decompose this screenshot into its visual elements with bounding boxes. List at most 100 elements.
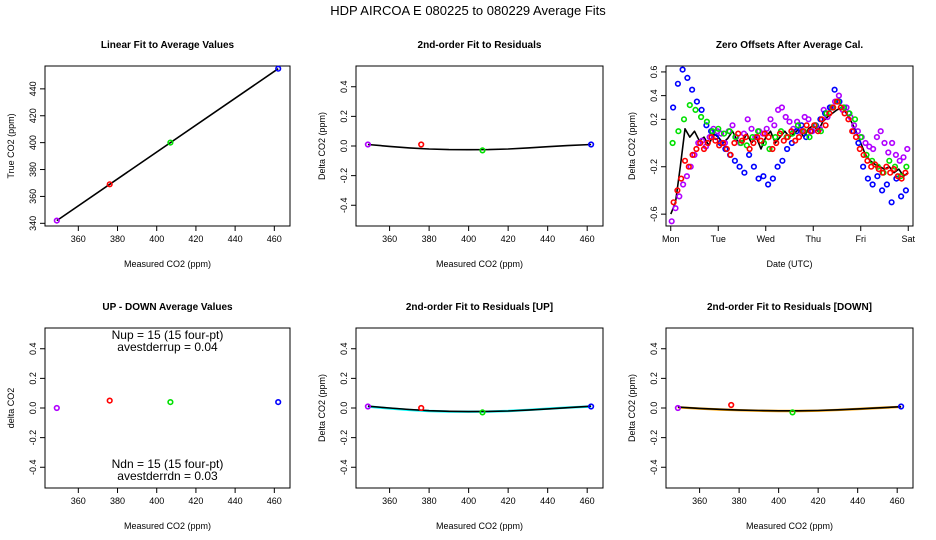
data-point-red bbox=[780, 137, 787, 144]
x-tick-label: 460 bbox=[580, 496, 595, 506]
y-tick-label: 0.4 bbox=[339, 80, 349, 93]
data-point-purple bbox=[748, 125, 755, 132]
x-tick-label: 400 bbox=[149, 234, 164, 244]
data-point-purple bbox=[676, 193, 683, 200]
data-point-blue bbox=[864, 175, 872, 182]
y-tick-label: 400 bbox=[28, 135, 38, 150]
y-axis-label: True CO2 (ppm) bbox=[6, 113, 16, 178]
data-point-red bbox=[799, 128, 806, 135]
data-point-purple bbox=[843, 104, 850, 111]
x-tick-label: 440 bbox=[540, 496, 555, 506]
x-axis-label: Measured CO2 (ppm) bbox=[746, 521, 833, 531]
data-point-blue bbox=[769, 175, 777, 182]
data-point-purple bbox=[877, 128, 884, 135]
chart-offsets: Zero Offsets After Average Cal. Mon Tue Wed… bbox=[627, 40, 916, 269]
data-point-std3 bbox=[789, 409, 796, 416]
data-point-purple bbox=[892, 151, 900, 158]
data-point-purple bbox=[717, 130, 725, 137]
annotation: avestderrup = 0.04 bbox=[117, 340, 218, 354]
data-point-red bbox=[830, 104, 837, 111]
data-point-red bbox=[833, 98, 841, 105]
data-point-red bbox=[849, 128, 856, 135]
data-point-red bbox=[898, 175, 905, 182]
y-tick-label: -0.4 bbox=[339, 460, 349, 476]
data-point-red bbox=[826, 110, 833, 117]
data-point-blue bbox=[774, 163, 781, 170]
data-point-std4 bbox=[587, 141, 595, 148]
data-point-blue bbox=[802, 134, 810, 141]
data-point-red bbox=[803, 122, 810, 129]
x-tick-label: 440 bbox=[540, 234, 555, 244]
data-point-red bbox=[731, 139, 738, 147]
data-point-green bbox=[772, 134, 779, 141]
y-tick-label: 0.2 bbox=[339, 110, 349, 123]
data-point-std3 bbox=[167, 139, 174, 146]
data-point-red bbox=[773, 139, 780, 147]
data-point-red bbox=[776, 130, 784, 137]
x-axis-label: Measured CO2 (ppm) bbox=[436, 521, 523, 531]
y-tick-label: 0.4 bbox=[28, 342, 38, 355]
plot-frame bbox=[44, 65, 291, 227]
data-point-purple bbox=[672, 205, 679, 212]
data-point-green bbox=[754, 128, 762, 135]
data-point-red bbox=[742, 134, 749, 141]
x-tick-label: Fri bbox=[856, 234, 867, 244]
data-point-green bbox=[823, 110, 830, 117]
data-point-purple bbox=[850, 122, 858, 129]
data-point-purple bbox=[767, 116, 774, 123]
x-tick-label: Thu bbox=[805, 234, 821, 244]
x-tick-label: 440 bbox=[228, 496, 243, 506]
data-point-green bbox=[806, 134, 813, 141]
data-point-blue bbox=[688, 86, 696, 93]
fit-line-black bbox=[677, 405, 902, 412]
data-point-purple bbox=[835, 92, 843, 99]
data-point-blue bbox=[902, 187, 910, 194]
x-tick-label: 400 bbox=[771, 496, 786, 506]
data-point-blue bbox=[693, 98, 701, 105]
data-point-red bbox=[697, 139, 704, 147]
data-point-std1 bbox=[674, 404, 682, 412]
data-point-green bbox=[863, 151, 870, 158]
data-point-red bbox=[693, 145, 700, 153]
data-point-red bbox=[727, 151, 734, 158]
x-tick-label: 420 bbox=[501, 496, 516, 506]
data-point-green bbox=[851, 116, 859, 123]
data-point-purple bbox=[668, 218, 675, 225]
x-tick-label: Mon bbox=[662, 234, 680, 244]
data-point-green bbox=[669, 139, 676, 147]
data-point-purple bbox=[900, 154, 907, 161]
y-tick-label: -0.4 bbox=[339, 198, 349, 214]
data-point-std4 bbox=[587, 403, 595, 410]
chart-title: Linear Fit to Average Values bbox=[101, 40, 235, 51]
y-tick-label: 0.2 bbox=[649, 113, 659, 126]
x-tick-label: 380 bbox=[110, 234, 125, 244]
data-point-green bbox=[817, 128, 825, 135]
data-point-red bbox=[700, 145, 708, 153]
data-point-red bbox=[864, 157, 871, 164]
fit-line-black bbox=[367, 143, 592, 151]
chart-resid: 2nd-order Fit to Residuals 360 380 400 420 44… bbox=[317, 40, 604, 269]
annotation: Nup = 15 (15 four-pt) bbox=[112, 328, 224, 342]
y-tick-label: 0.6 bbox=[649, 66, 659, 79]
data-point-std4 bbox=[275, 399, 282, 406]
data-point-blue bbox=[674, 80, 682, 87]
data-point-red bbox=[856, 145, 863, 153]
data-point-blue bbox=[669, 104, 677, 111]
data-point-purple bbox=[904, 145, 911, 153]
data-point-red bbox=[890, 166, 898, 173]
y-tick-label: -0.2 bbox=[649, 159, 659, 175]
data-point-red bbox=[746, 145, 753, 153]
data-point-blue bbox=[679, 66, 686, 73]
x-tick-label: 360 bbox=[382, 496, 397, 506]
data-point-red bbox=[792, 137, 799, 144]
data-point-blue bbox=[684, 74, 691, 81]
data-point-std3 bbox=[167, 399, 174, 406]
x-axis-label: Date (UTC) bbox=[766, 259, 812, 269]
data-point-std2 bbox=[418, 141, 425, 148]
y-axis-label: Delta CO2 (ppm) bbox=[317, 112, 327, 180]
annotation: avestderrdn = 0.03 bbox=[117, 469, 218, 483]
data-point-red bbox=[784, 134, 791, 141]
data-point-red bbox=[670, 199, 677, 206]
data-point-green bbox=[840, 104, 847, 111]
y-tick-label: 0.0 bbox=[339, 140, 349, 153]
